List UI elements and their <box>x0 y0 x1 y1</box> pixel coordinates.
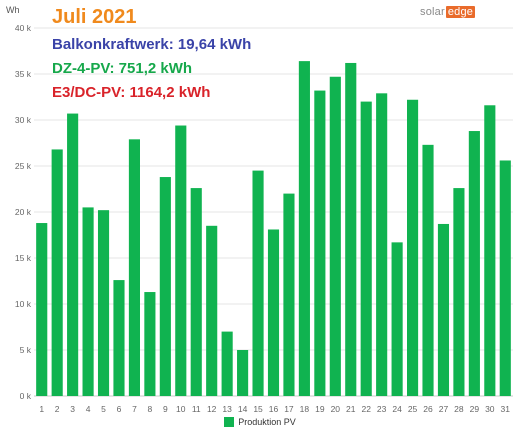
bar-day-25[interactable] <box>407 99 419 396</box>
x-tick-label: 5 <box>101 404 106 414</box>
x-tick-label: 18 <box>300 404 310 414</box>
x-tick-label: 17 <box>284 404 294 414</box>
bar-day-10[interactable] <box>175 125 187 397</box>
x-tick-label: 30 <box>485 404 495 414</box>
bar-day-28[interactable] <box>453 188 465 396</box>
bar-day-9[interactable] <box>159 177 171 396</box>
x-tick-label: 9 <box>163 404 168 414</box>
x-tick-label: 20 <box>331 404 341 414</box>
x-tick-label: 16 <box>269 404 279 414</box>
x-tick-label: 26 <box>423 404 433 414</box>
bar-day-11[interactable] <box>190 188 202 396</box>
bar-day-8[interactable] <box>144 292 156 396</box>
bar-day-4[interactable] <box>82 207 94 396</box>
x-tick-label: 22 <box>361 404 371 414</box>
x-tick-label: 15 <box>253 404 263 414</box>
bar-day-16[interactable] <box>267 229 280 396</box>
x-tick-label: 1 <box>39 404 44 414</box>
bar-day-20[interactable] <box>329 76 341 396</box>
y-tick-label: 40 k <box>15 23 32 33</box>
chart-legend[interactable]: Produktion PV <box>0 417 520 427</box>
x-tick-label: 8 <box>148 404 153 414</box>
bar-day-22[interactable] <box>360 101 372 396</box>
x-tick-label: 19 <box>315 404 325 414</box>
x-tick-label: 3 <box>70 404 75 414</box>
month-title: Juli 2021 <box>52 6 137 28</box>
bar-day-3[interactable] <box>67 113 79 396</box>
y-tick-label: 20 k <box>15 207 32 217</box>
bar-day-18[interactable] <box>298 61 310 397</box>
x-tick-label: 11 <box>192 404 201 414</box>
y-tick-label: 0 k <box>20 391 32 401</box>
x-tick-label: 6 <box>117 404 122 414</box>
bar-day-15[interactable] <box>252 170 264 396</box>
bar-day-21[interactable] <box>345 62 357 397</box>
bar-day-17[interactable] <box>283 193 295 396</box>
legend-label: Produktion PV <box>238 417 296 427</box>
x-tick-label: 7 <box>132 404 137 414</box>
e3dc-pv-total: E3/DC-PV: 1164,2 kWh <box>52 84 211 101</box>
x-tick-label: 27 <box>439 404 449 414</box>
bar-day-29[interactable] <box>468 131 480 397</box>
x-tick-label: 31 <box>501 404 511 414</box>
bar-day-1[interactable] <box>36 223 48 396</box>
x-tick-label: 13 <box>222 404 232 414</box>
x-tick-label: 12 <box>207 404 217 414</box>
y-tick-label: 30 k <box>15 115 32 125</box>
bar-day-31[interactable] <box>499 160 511 396</box>
y-tick-label: 10 k <box>15 299 32 309</box>
x-tick-label: 10 <box>176 404 186 414</box>
bar-day-6[interactable] <box>113 280 125 396</box>
x-tick-label: 2 <box>55 404 60 414</box>
bar-day-19[interactable] <box>314 90 326 396</box>
y-axis-label: Wh <box>6 5 20 15</box>
y-tick-label: 35 k <box>15 69 32 79</box>
bar-day-12[interactable] <box>206 225 218 396</box>
balkonkraftwerk-total: Balkonkraftwerk: 19,64 kWh <box>52 36 252 53</box>
x-tick-label: 14 <box>238 404 248 414</box>
bar-day-2[interactable] <box>51 149 63 396</box>
bar-day-27[interactable] <box>437 223 450 396</box>
bar-day-30[interactable] <box>484 105 496 396</box>
bar-day-5[interactable] <box>97 210 110 396</box>
x-tick-label: 23 <box>377 404 387 414</box>
bar-day-7[interactable] <box>128 139 140 396</box>
x-tick-label: 21 <box>346 404 356 414</box>
x-tick-label: 4 <box>86 404 91 414</box>
x-tick-label: 28 <box>454 404 464 414</box>
legend-swatch <box>224 417 235 427</box>
x-tick-label: 24 <box>392 404 402 414</box>
x-tick-label: 29 <box>470 404 480 414</box>
dz4-pv-total: DZ-4-PV: 751,2 kWh <box>52 60 193 77</box>
bar-day-24[interactable] <box>391 242 403 396</box>
bar-day-23[interactable] <box>376 93 388 396</box>
solaredge-logo: solar edge <box>420 6 476 18</box>
bar-day-13[interactable] <box>221 331 233 396</box>
bar-day-26[interactable] <box>422 144 434 396</box>
bar-day-14[interactable] <box>237 350 249 396</box>
y-tick-label: 25 k <box>15 161 32 171</box>
y-tick-label: 15 k <box>15 253 32 263</box>
x-tick-label: 25 <box>408 404 418 414</box>
y-tick-label: 5 k <box>20 345 32 355</box>
